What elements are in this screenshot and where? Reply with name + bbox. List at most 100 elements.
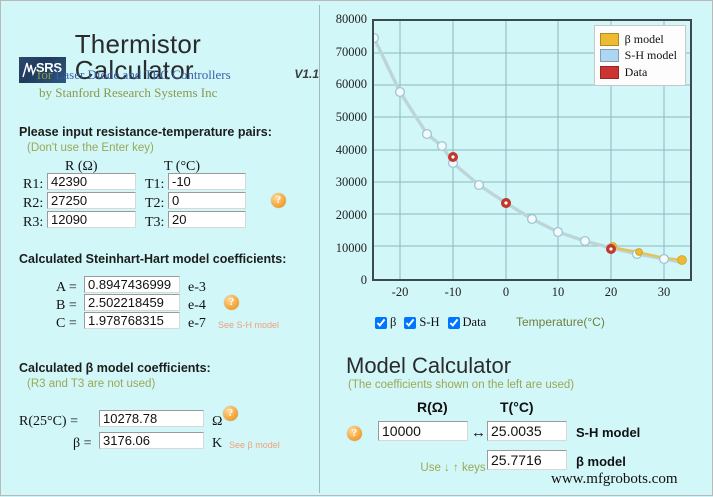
beta-help-icon[interactable]: ?: [223, 406, 238, 421]
sh-c-input[interactable]: [84, 312, 180, 329]
beta-note: (R3 and T3 are not used): [27, 378, 156, 390]
x-axis-label: Temperature(°C): [516, 315, 605, 329]
beta-r25-label: R(25°C) =: [19, 414, 78, 429]
t-column-header: T (°C): [164, 159, 201, 174]
waveform-icon: [22, 62, 37, 78]
y-tick-0: 0: [360, 273, 367, 287]
model-calculator-help-icon[interactable]: ?: [347, 426, 362, 441]
version-label: V1.1: [294, 67, 319, 81]
y-tick-40000: 40000: [335, 143, 367, 157]
sh-help-icon[interactable]: ?: [224, 295, 239, 310]
watermark: www.mfgrobots.com: [551, 471, 678, 487]
byline: by Stanford Research Systems Inc: [39, 85, 218, 100]
sh-c-label: C =: [56, 316, 77, 331]
r2-input[interactable]: [47, 192, 136, 209]
toggle-data[interactable]: Data: [447, 315, 487, 330]
sh-b-label: B =: [56, 298, 77, 313]
inputs-heading: Please input resistance-temperature pair…: [19, 125, 272, 139]
see-sh-model-link[interactable]: See S-H model: [218, 320, 280, 330]
y-tick-80000: 80000: [335, 12, 367, 26]
checkbox-label-beta: β: [390, 315, 397, 329]
legend-swatch-sh: [599, 49, 619, 62]
srs-logo-text: SRS: [35, 60, 62, 75]
chart-legend: β model S-H model Data: [593, 25, 686, 86]
app-header: SRS Thermistor Calculator V1.1: [19, 31, 319, 83]
sh-heading: Calculated Steinhart-Hart model coeffici…: [19, 252, 287, 266]
subtitle-prefix: for: [37, 67, 56, 82]
beta-heading: Calculated β model coefficients:: [19, 361, 211, 375]
mc-t-header: T(°C): [500, 399, 534, 415]
x-tick--20: -20: [391, 285, 409, 299]
y-tick-10000: 10000: [335, 241, 367, 255]
inputs-note: (Don't use the Enter key): [27, 142, 154, 154]
legend-label-sh: S-H model: [624, 48, 677, 62]
sh-b-input[interactable]: [84, 294, 180, 311]
r2-label: R2:: [23, 196, 44, 211]
y-tick-50000: 50000: [335, 110, 367, 124]
legend-label-beta: β model: [624, 31, 664, 46]
t2-label: T2:: [145, 196, 165, 211]
legend-label-data: Data: [624, 64, 648, 79]
series-toggle-group: β S-H Data: [375, 315, 494, 330]
beta-unit: K: [212, 436, 223, 451]
subtitle-link[interactable]: Laser Diode and TEC Controllers: [55, 67, 231, 82]
beta-r25-input[interactable]: [99, 410, 204, 427]
t3-input[interactable]: [168, 211, 246, 228]
x-tick-10: 10: [551, 285, 565, 299]
right-panel: 80000 70000 60000 50000 40000 30000 2000…: [320, 1, 713, 497]
checkbox-beta[interactable]: [375, 316, 387, 329]
plot-svg: [368, 21, 690, 279]
t2-input[interactable]: [168, 192, 246, 209]
sh-a-input[interactable]: [84, 276, 180, 293]
mc-sh-temperature-input[interactable]: [487, 421, 567, 441]
mc-resistance-input[interactable]: [378, 421, 468, 441]
sh-c-exponent: e-7: [188, 316, 206, 331]
beta-r25-unit: Ω: [212, 414, 223, 429]
plot-area: β model S-H model Data: [368, 19, 692, 281]
x-tick--10: -10: [444, 285, 462, 299]
checkbox-label-sh: S-H: [419, 315, 440, 329]
checkbox-data[interactable]: [447, 316, 460, 329]
toggle-beta[interactable]: β: [375, 315, 396, 330]
series-line-beta: [610, 245, 683, 262]
r3-label: R3:: [23, 215, 44, 230]
beta-label: β =: [73, 436, 92, 451]
mc-beta-temperature-input[interactable]: [487, 450, 567, 470]
inputs-help-icon[interactable]: ?: [271, 193, 286, 208]
toggle-sh[interactable]: S-H: [404, 315, 440, 330]
series-markers-data: [447, 151, 616, 254]
y-tick-30000: 30000: [335, 175, 367, 189]
see-beta-model-link[interactable]: See β model: [229, 440, 280, 450]
t3-label: T3:: [145, 215, 165, 230]
x-tick-0: 0: [502, 285, 510, 299]
checkbox-label-data: Data: [462, 315, 487, 329]
sh-a-label: A =: [56, 280, 77, 295]
r1-input[interactable]: [47, 173, 136, 190]
r1-label: R1:: [23, 177, 44, 192]
thermistor-chart: 80000 70000 60000 50000 40000 30000 2000…: [336, 12, 692, 299]
sh-b-exponent: e-4: [188, 298, 206, 313]
t1-input[interactable]: [168, 173, 246, 190]
legend-item-sh: S-H model: [599, 48, 677, 63]
mc-beta-model-label: β model: [576, 454, 626, 469]
x-tick-30: 30: [657, 285, 671, 299]
legend-swatch-beta: [599, 32, 619, 46]
legend-item-data: Data: [599, 64, 677, 80]
r-column-header: R (Ω): [65, 159, 98, 174]
beta-input[interactable]: [99, 432, 204, 449]
panel-divider: [319, 5, 320, 493]
bidirectional-arrow-icon: ↔: [471, 425, 486, 441]
left-panel: SRS Thermistor Calculator V1.1 for Laser…: [1, 1, 319, 497]
x-tick-20: 20: [604, 285, 618, 299]
y-tick-20000: 20000: [335, 208, 367, 222]
page-title: Thermistor Calculator: [74, 29, 201, 85]
srs-logo: SRS: [19, 57, 66, 83]
t1-label: T1:: [145, 177, 165, 192]
r3-input[interactable]: [47, 211, 136, 228]
model-calculator-title: Model Calculator: [346, 353, 512, 378]
sh-a-exponent: e-3: [188, 280, 206, 295]
y-tick-70000: 70000: [335, 45, 367, 59]
checkbox-sh[interactable]: [404, 316, 417, 329]
legend-swatch-data: [599, 65, 619, 79]
